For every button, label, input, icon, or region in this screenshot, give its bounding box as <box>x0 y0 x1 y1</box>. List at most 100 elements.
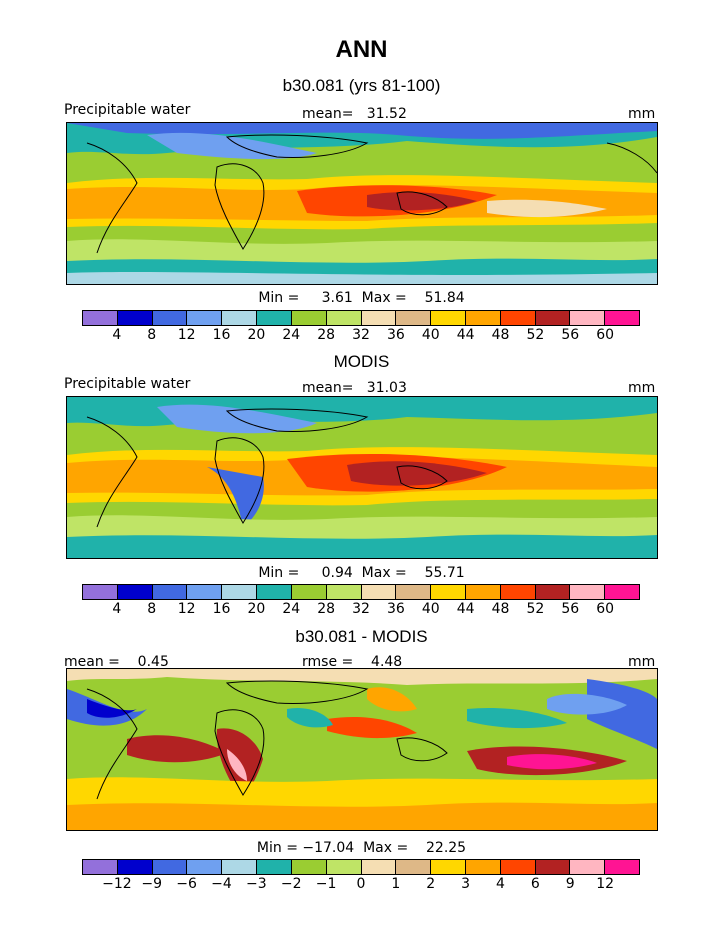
colorbar-tick-label: −2 <box>280 876 302 892</box>
panel-3-minmax-label: Min = −17.04 Max = 22.25 <box>256 840 467 856</box>
colorbar-tick-label: −3 <box>246 876 267 892</box>
colorbar-swatch-10 <box>431 311 466 325</box>
colorbar-tick-label: 4 <box>496 876 505 892</box>
panel-2-units-label: mm <box>628 380 656 396</box>
colorbar-swatch-15 <box>605 860 639 874</box>
colorbar-swatch-1 <box>117 585 153 599</box>
colorbar-swatch-14 <box>570 860 606 874</box>
panel-2-map-field <box>67 397 657 558</box>
panel-1-title: b30.081 (yrs 81-100) <box>282 76 441 95</box>
colorbar-swatch-9 <box>396 860 432 874</box>
colorbar-swatch-5 <box>257 585 292 599</box>
panel-3-colorbar-ticks: −12 −9 −6 −4 −3 −2 −1 0 1 2 3 4 6 9 12 <box>82 876 640 894</box>
panel-1-colorbar <box>82 310 640 326</box>
colorbar-swatch-3 <box>187 860 223 874</box>
colorbar-tick-label: 56 <box>561 327 580 343</box>
colorbar-swatch-6 <box>291 311 327 325</box>
colorbar-swatch-3 <box>187 585 223 599</box>
colorbar-swatch-6 <box>291 860 327 874</box>
colorbar-swatch-1 <box>117 311 153 325</box>
colorbar-tick-label: 44 <box>456 327 475 343</box>
colorbar-swatch-15 <box>605 585 639 599</box>
colorbar-swatch-6 <box>291 585 327 599</box>
colorbar-swatch-0 <box>83 311 118 325</box>
colorbar-tick-label: 20 <box>247 327 266 343</box>
panel-2-title: MODIS <box>333 352 390 371</box>
colorbar-tick-label: 3 <box>461 876 471 892</box>
colorbar-swatch-11 <box>465 311 501 325</box>
colorbar-tick-label: 20 <box>247 601 266 617</box>
colorbar-tick-label: 2 <box>426 876 436 892</box>
colorbar-swatch-3 <box>187 311 223 325</box>
colorbar-swatch-5 <box>257 311 292 325</box>
colorbar-swatch-12 <box>500 860 536 874</box>
colorbar-swatch-0 <box>83 860 118 874</box>
colorbar-tick-label: 52 <box>526 327 545 343</box>
colorbar-tick-label: 12 <box>596 876 615 892</box>
colorbar-swatch-7 <box>326 311 362 325</box>
colorbar-swatch-2 <box>152 585 188 599</box>
colorbar-swatch-5 <box>257 860 292 874</box>
colorbar-swatch-14 <box>570 585 606 599</box>
colorbar-tick-label: 52 <box>526 601 545 617</box>
colorbar-tick-label: 4 <box>112 327 122 343</box>
colorbar-tick-label: 28 <box>317 601 336 617</box>
colorbar-tick-label: 0 <box>356 876 366 892</box>
panel-3-title: b30.081 - MODIS <box>295 627 428 646</box>
colorbar-swatch-4 <box>222 311 258 325</box>
colorbar-tick-label: 32 <box>352 327 370 343</box>
colorbar-tick-label: 12 <box>177 327 196 343</box>
colorbar-tick-label: 40 <box>421 327 440 343</box>
colorbar-swatch-7 <box>326 860 362 874</box>
colorbar-swatch-13 <box>535 585 571 599</box>
panel-1-mean-label: mean= 31.52 <box>302 106 407 122</box>
panel-2-colorbar-ticks: 4 8 12 16 20 24 28 32 36 40 44 48 52 56 60 <box>82 601 640 619</box>
colorbar-tick-label: 36 <box>386 601 405 617</box>
colorbar-tick-label: 32 <box>352 601 370 617</box>
colorbar-tick-label: 4 <box>112 601 122 617</box>
colorbar-tick-label: 44 <box>456 601 475 617</box>
colorbar-swatch-4 <box>222 585 258 599</box>
colorbar-tick-label: 1 <box>391 876 401 892</box>
colorbar-tick-label: −6 <box>176 876 197 892</box>
colorbar-tick-label: 8 <box>147 327 157 343</box>
colorbar-tick-label: −1 <box>315 876 337 892</box>
colorbar-swatch-7 <box>326 585 362 599</box>
colorbar-swatch-1 <box>117 860 153 874</box>
panel-1-colorbar-ticks: 4 8 12 16 20 24 28 32 36 40 44 48 52 56 60 <box>82 327 640 345</box>
colorbar-tick-label: 40 <box>421 601 440 617</box>
colorbar-swatch-9 <box>396 585 432 599</box>
colorbar-tick-label: −12 <box>102 876 132 892</box>
panel-3-rmse-label: rmse = 4.48 <box>302 654 403 670</box>
colorbar-swatch-8 <box>361 311 397 325</box>
colorbar-tick-label: 6 <box>530 876 540 892</box>
colorbar-swatch-14 <box>570 311 606 325</box>
colorbar-tick-label: 60 <box>596 327 615 343</box>
panel-2-mean-label: mean= 31.03 <box>302 380 407 396</box>
colorbar-swatch-8 <box>361 860 397 874</box>
colorbar-tick-label: 16 <box>212 601 231 617</box>
colorbar-tick-label: 24 <box>282 327 301 343</box>
panel-1-map <box>66 122 658 285</box>
colorbar-swatch-9 <box>396 311 432 325</box>
panel-3-map <box>66 668 658 831</box>
colorbar-swatch-13 <box>535 860 571 874</box>
colorbar-swatch-11 <box>465 585 501 599</box>
colorbar-tick-label: 16 <box>212 327 231 343</box>
colorbar-tick-label: 12 <box>177 601 196 617</box>
colorbar-tick-label: −4 <box>211 876 232 892</box>
colorbar-swatch-4 <box>222 860 258 874</box>
panel-3-units-label: mm <box>628 654 656 670</box>
panel-2-colorbar <box>82 584 640 600</box>
colorbar-swatch-15 <box>605 311 639 325</box>
colorbar-swatch-12 <box>500 311 536 325</box>
colorbar-swatch-0 <box>83 585 118 599</box>
colorbar-swatch-10 <box>431 860 466 874</box>
colorbar-swatch-8 <box>361 585 397 599</box>
panel-1-variable-label: Precipitable water <box>64 102 191 118</box>
colorbar-tick-label: 60 <box>596 601 615 617</box>
colorbar-tick-label: 9 <box>565 876 575 892</box>
page-title: ANN <box>335 36 388 63</box>
colorbar-swatch-2 <box>152 860 188 874</box>
panel-3-map-field <box>67 669 657 830</box>
